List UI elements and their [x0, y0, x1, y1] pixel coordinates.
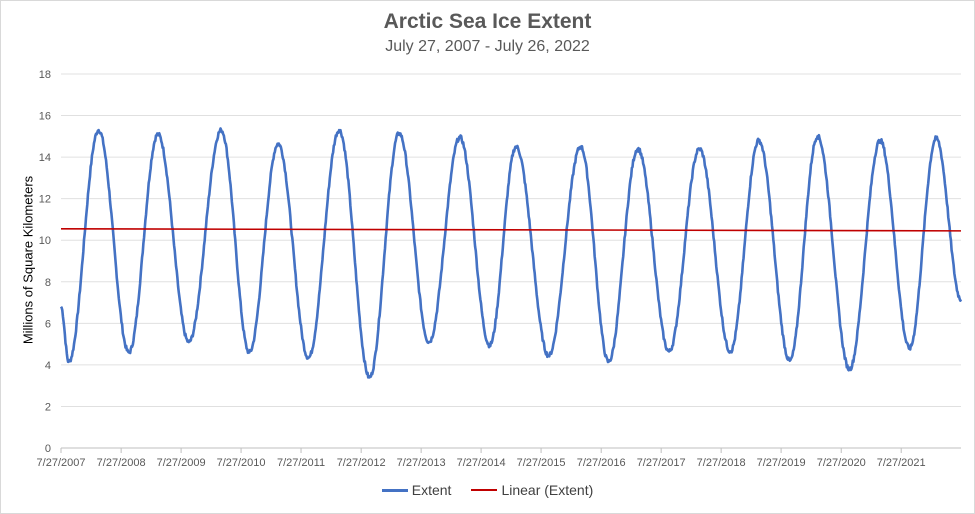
- y-tick-labels: 0 2 4 6 8 10 12 14 16 18: [39, 69, 51, 455]
- legend-label-linear: Linear (Extent): [501, 482, 594, 498]
- legend-label-extent: Extent: [411, 482, 452, 498]
- x-tick-label: 7/27/2020: [817, 457, 866, 469]
- x-tick-label: 7/27/2010: [217, 457, 266, 469]
- x-tick-label: 7/27/2019: [757, 457, 806, 469]
- y-tick-label: 6: [45, 318, 51, 330]
- legend-swatch-extent: [381, 488, 408, 492]
- y-tick-label: 14: [39, 152, 51, 164]
- y-tick-label: 2: [45, 401, 51, 413]
- x-tick-label: 7/27/2013: [397, 457, 446, 469]
- x-tick-label: 7/27/2012: [337, 457, 386, 469]
- x-tick-label: 7/27/2014: [457, 457, 506, 469]
- series-line-extent: [59, 127, 963, 379]
- y-tick-label: 4: [45, 360, 51, 372]
- y-tick-label: 12: [39, 194, 51, 206]
- x-tick-label: 7/27/2009: [157, 457, 206, 469]
- x-tick-labels: 7/27/2007 7/27/2008 7/27/2009 7/27/2010 7/27…: [37, 457, 926, 469]
- x-tick-label: 7/27/2021: [877, 457, 926, 469]
- series-line-linear-trend: [60, 227, 962, 232]
- legend-swatch-linear: [471, 489, 498, 491]
- y-tick-label: 18: [39, 69, 51, 81]
- y-tick-label: 10: [39, 235, 51, 247]
- x-tick-label: 7/27/2017: [637, 457, 686, 469]
- y-tick-label: 8: [45, 277, 51, 289]
- series-lines: [59, 127, 963, 379]
- y-tick-label: 0: [45, 443, 51, 455]
- chart-title: Arctic Sea Ice Extent: [383, 10, 592, 33]
- chart-subtitle: July 27, 2007 - July 26, 2022: [385, 38, 590, 55]
- x-tick-label: 7/27/2016: [577, 457, 626, 469]
- legend-item-extent: Extent: [381, 482, 452, 498]
- legend: Extent Linear (Extent): [0, 482, 975, 498]
- gridlines: [60, 73, 961, 453]
- x-tick-label: 7/27/2015: [517, 457, 566, 469]
- x-tick-label: 7/27/2018: [697, 457, 746, 469]
- x-tick-label: 7/27/2011: [277, 457, 325, 469]
- legend-item-linear: Linear (Extent): [471, 482, 593, 498]
- x-tick-label: 7/27/2007: [37, 457, 86, 469]
- x-tick-label: 7/27/2008: [97, 457, 146, 469]
- y-tick-label: 16: [39, 111, 51, 123]
